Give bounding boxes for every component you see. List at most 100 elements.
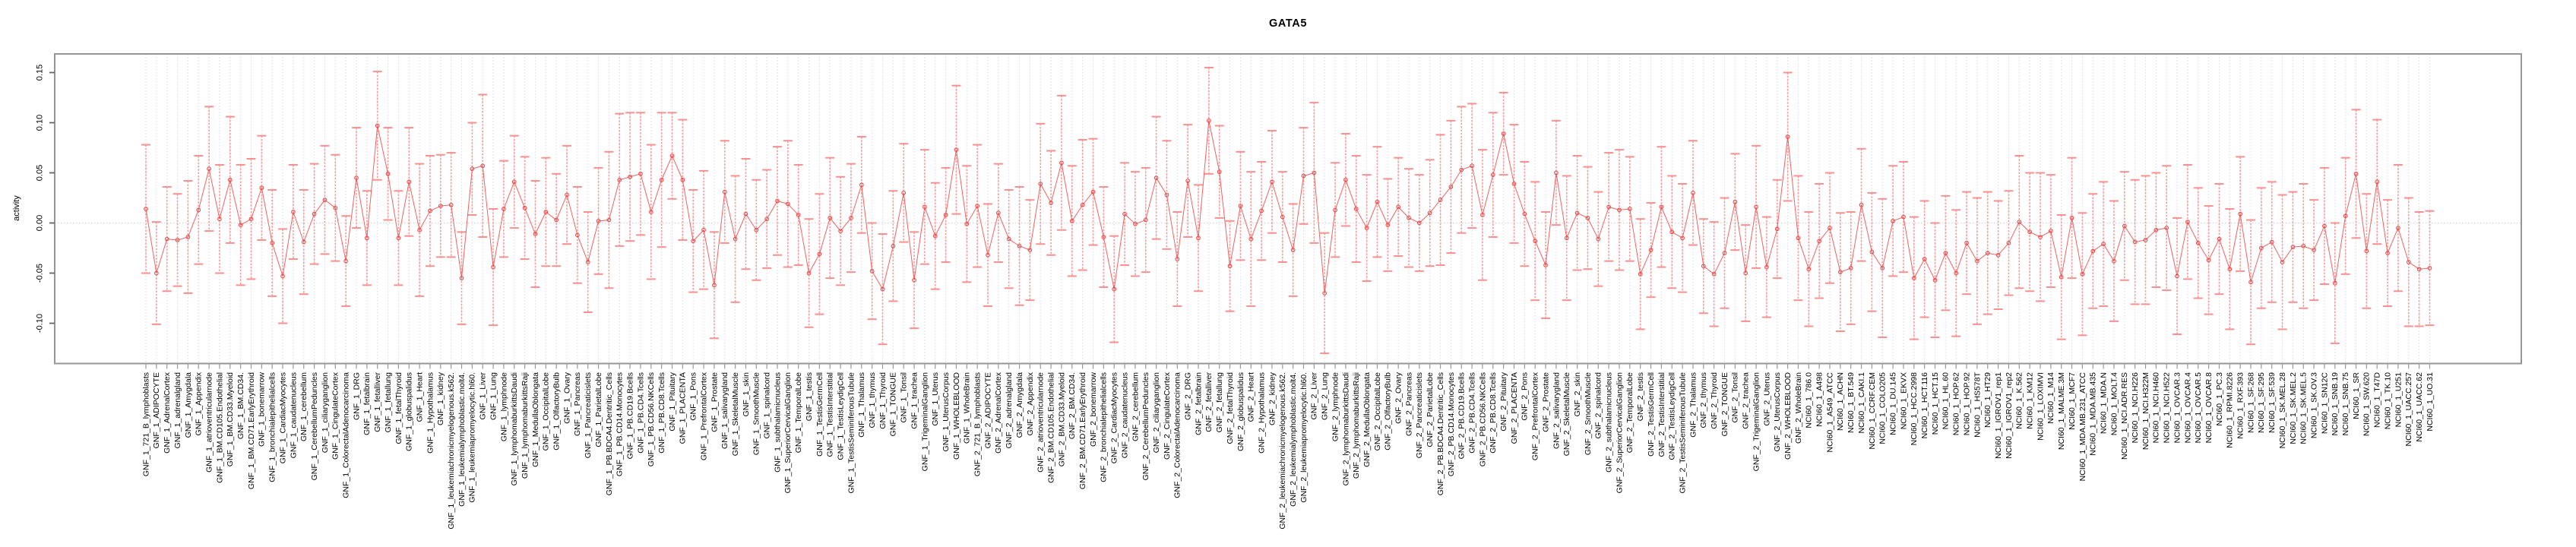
x-tick-label: NCI60_1_MOLT.4 bbox=[2109, 372, 2119, 435]
data-point-marker bbox=[1080, 202, 1085, 207]
data-point-marker bbox=[1964, 241, 1969, 245]
data-point-marker bbox=[2164, 226, 2169, 230]
data-point-marker bbox=[596, 219, 601, 223]
data-point-marker bbox=[1059, 160, 1064, 166]
data-point-marker bbox=[1638, 271, 1643, 277]
data-point-marker bbox=[1838, 270, 1843, 275]
x-tick-label: GNF_1_skin bbox=[742, 372, 751, 417]
x-tick-label: GNF_2_PB.CD4.Tcells bbox=[1467, 372, 1476, 454]
x-tick-label: GNF_2_TemporalLobe bbox=[1625, 372, 1635, 453]
data-point-marker bbox=[1312, 170, 1317, 175]
x-tick-label: GNF_1_caudatenucleus bbox=[289, 372, 298, 458]
data-point-marker bbox=[312, 211, 317, 217]
data-point-marker bbox=[1343, 177, 1348, 182]
data-point-marker bbox=[2343, 213, 2348, 219]
data-point-marker bbox=[554, 217, 559, 223]
data-point-marker bbox=[385, 171, 391, 176]
data-point-marker bbox=[259, 185, 264, 191]
data-point-marker bbox=[438, 204, 443, 208]
data-point-marker bbox=[1038, 182, 1043, 186]
x-tick-label: NCI60_1_MDA.MB.435 bbox=[2089, 372, 2098, 456]
data-point-marker bbox=[1427, 210, 1432, 216]
data-point-marker bbox=[480, 163, 486, 169]
x-tick-label: GNF_2_Lung bbox=[1321, 372, 1330, 420]
data-point-marker bbox=[2154, 227, 2159, 232]
data-point-marker bbox=[2280, 260, 2285, 264]
data-point-marker bbox=[1585, 216, 1590, 220]
x-tick-label: NCI60_1_HS578T bbox=[1973, 372, 1982, 437]
data-point-marker bbox=[522, 205, 527, 210]
x-tick-label: GNF_2_globuspalidus bbox=[1236, 372, 1245, 451]
data-point-marker bbox=[144, 207, 148, 211]
x-tick-label: NCI60_1_OVCAR.5 bbox=[2194, 372, 2203, 444]
data-point-marker bbox=[1480, 213, 1485, 217]
x-tick-label: GNF_1_leukemialymphoblastic.molt4. bbox=[457, 372, 467, 507]
x-tick-label: GNF_1_fetallung bbox=[384, 372, 393, 433]
data-point-marker bbox=[975, 204, 979, 208]
x-tick-label: NCI60_1_A549_ATCC bbox=[1825, 372, 1834, 453]
data-point-marker bbox=[1901, 214, 1906, 220]
x-tick-label: GNF_2_BM.CD34. bbox=[1068, 372, 1077, 439]
y-tick-label: 0.05 bbox=[36, 165, 45, 181]
data-point-marker bbox=[164, 236, 169, 242]
x-tick-label: GNF_2_PB.CD19.Bcells bbox=[1457, 372, 1467, 459]
data-point-marker bbox=[207, 166, 211, 172]
x-tick-label: GNF_2_Hypothalamus bbox=[1257, 372, 1266, 454]
data-point-marker bbox=[1017, 244, 1022, 248]
x-tick-label: GNF_2_Tonsil bbox=[1731, 372, 1740, 423]
x-tick-label: NCI60_1_UACC.257 bbox=[2404, 372, 2413, 447]
x-tick-label: GNF_1_TemporalLobe bbox=[794, 372, 803, 453]
data-point-marker bbox=[1691, 191, 1695, 195]
x-tick-label: NCI60_1_SW.620 bbox=[2362, 372, 2372, 436]
data-point-marker bbox=[448, 202, 454, 207]
data-point-marker bbox=[1122, 211, 1127, 217]
x-tick-label: GNF_2_CerebellumPeduncles bbox=[1141, 372, 1150, 480]
x-tick-label: NCI60_1_A498 bbox=[1815, 372, 1824, 427]
x-tick-label: GNF_1_WHOLEBLOOD bbox=[952, 372, 961, 460]
data-point-marker bbox=[659, 177, 664, 182]
x-tick-label: GNF_1_lymphnode bbox=[499, 372, 508, 441]
x-tick-label: NCI60_1_NCI.H322M bbox=[2141, 372, 2150, 450]
x-tick-label: GNF_1_TestisLeydigCell bbox=[836, 372, 845, 460]
x-tick-label: GNF_1_CingulateCortex bbox=[331, 372, 340, 460]
data-point-marker bbox=[1817, 239, 1821, 244]
x-tick-label: GNF_2_PB.CD56.NKCells bbox=[1478, 372, 1487, 466]
data-point-marker bbox=[1227, 264, 1233, 269]
data-point-marker bbox=[301, 239, 306, 245]
x-tick-label: GNF_1_trachea bbox=[910, 372, 919, 429]
data-point-marker bbox=[2101, 242, 2106, 247]
x-tick-label: GNF_1_Thyroid bbox=[878, 372, 888, 429]
data-point-marker bbox=[2427, 266, 2432, 270]
x-tick-label: NCI60_1_OVCAR.3 bbox=[2173, 372, 2182, 444]
data-point-marker bbox=[1596, 236, 1601, 242]
data-point-marker bbox=[1659, 204, 1664, 210]
x-tick-label: GNF_2_WholeBrain bbox=[1794, 372, 1803, 444]
x-tick-label: GNF_1_PB.CD8.Tcells bbox=[657, 372, 666, 454]
x-tick-label: NCI60_1_SN12C bbox=[2320, 372, 2329, 435]
data-point-marker bbox=[796, 213, 801, 217]
x-tick-label: NCI60_1_BT.549 bbox=[1847, 372, 1856, 433]
data-point-marker bbox=[1396, 204, 1400, 210]
y-tick-label: 0.10 bbox=[36, 115, 45, 131]
x-tick-label: NCI60_1_COLO205 bbox=[1878, 372, 1888, 444]
x-tick-label: GNF_2_Ovary bbox=[1394, 372, 1404, 423]
data-point-marker bbox=[2122, 223, 2127, 229]
data-point-marker bbox=[2269, 239, 2274, 245]
x-tick-label: GNF_2_AdrenalCortex bbox=[994, 372, 1003, 454]
data-point-marker bbox=[1943, 251, 1948, 255]
data-point-marker bbox=[1280, 214, 1285, 220]
x-tick-label: GNF_1_721_B_lymphoblasts bbox=[141, 372, 150, 476]
data-point-marker bbox=[891, 244, 896, 248]
data-point-marker bbox=[701, 227, 706, 232]
x-tick-label: GNF_2_fetallung bbox=[1215, 372, 1224, 433]
x-tick-label: NCI60_1_PC.3 bbox=[2215, 372, 2224, 426]
data-point-marker bbox=[1006, 236, 1011, 242]
data-point-marker bbox=[1985, 251, 1990, 255]
data-point-marker bbox=[543, 210, 549, 214]
data-point-marker bbox=[533, 232, 538, 236]
data-point-marker bbox=[1290, 248, 1296, 252]
data-point-marker bbox=[1543, 263, 1548, 267]
data-point-marker bbox=[322, 198, 328, 202]
x-tick-label: GNF_1_leukemiachronicmyelogenous.k562. bbox=[447, 372, 456, 530]
data-point-marker bbox=[375, 123, 380, 128]
